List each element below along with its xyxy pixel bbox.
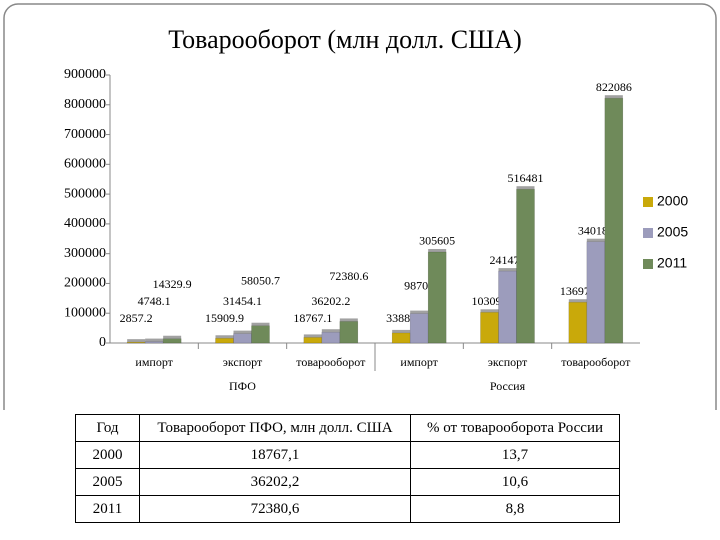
bar <box>162 338 182 344</box>
x-tick-label: импорт <box>400 355 438 369</box>
y-tick-label: 500000 <box>64 186 106 201</box>
bar <box>233 333 252 344</box>
bar <box>339 321 359 344</box>
bar-top <box>303 334 322 338</box>
group-label: ПФО <box>229 379 256 393</box>
legend-swatch <box>643 197 653 207</box>
bar <box>144 341 164 344</box>
bar <box>604 97 624 344</box>
bar <box>568 301 588 344</box>
bar <box>409 313 429 344</box>
bar <box>303 337 323 344</box>
data-label: 14329.9 <box>153 277 192 291</box>
data-table: Год Товарооборот ПФО, млн долл. США% от т… <box>75 414 620 523</box>
y-tick-label: 100000 <box>64 305 106 320</box>
table-cell: 18767,1 <box>139 441 411 469</box>
y-tick-label: 700000 <box>64 127 106 142</box>
y-tick-label: 800000 <box>64 97 106 112</box>
legend-label: 2011 <box>657 255 687 271</box>
table-cell: 2000 <box>75 441 140 469</box>
bar <box>321 331 341 344</box>
bar <box>480 312 499 344</box>
bar-top <box>321 329 340 333</box>
x-tick-label: экспорт <box>223 355 263 369</box>
table-row: 2000 18767,1 13,7 <box>75 441 620 469</box>
bar-top <box>215 335 234 339</box>
y-tick-label: 900000 <box>64 67 106 82</box>
chart-title: Товарооборот (млн долл. США) <box>168 25 522 54</box>
y-tick-label: 300000 <box>64 246 106 261</box>
table-cell: 2011 <box>75 495 140 523</box>
table-cell: Год <box>75 414 140 442</box>
y-tick-label: 200000 <box>64 276 106 291</box>
bar <box>586 241 606 344</box>
legend-label: 2000 <box>657 193 688 209</box>
table-cell: 8,8 <box>410 495 620 523</box>
bar <box>126 341 146 344</box>
bar-top <box>127 339 146 343</box>
table-cell: 13,7 <box>410 441 620 469</box>
bar-top <box>233 330 252 334</box>
bar-top <box>163 335 182 339</box>
table-cell: 72380,6 <box>139 495 411 523</box>
x-tick-label: товарооборот <box>296 355 366 369</box>
data-label: 822086 <box>596 80 632 94</box>
legend-label: 2005 <box>657 224 688 240</box>
data-label: 33880 <box>386 311 416 325</box>
bar <box>516 188 535 344</box>
bar-top <box>339 318 358 322</box>
legend-swatch <box>643 228 653 238</box>
bar-top <box>392 329 411 333</box>
data-label: 4748.1 <box>138 294 171 308</box>
data-label: 18767.1 <box>293 311 332 325</box>
bar-top <box>604 95 623 99</box>
table-cell: 36202,2 <box>139 468 411 496</box>
x-tick-label: товарооборот <box>561 355 631 369</box>
data-label: 98708 <box>404 278 434 292</box>
bar <box>498 270 517 344</box>
y-tick-label: 600000 <box>64 157 106 172</box>
table-row: Год Товарооборот ПФО, млн долл. США% от т… <box>75 414 620 442</box>
bar-top <box>251 322 270 326</box>
table-cell: 10,6 <box>410 468 620 496</box>
table-cell: % от товарооборота России <box>410 414 620 442</box>
table-row: 2011 72380,6 8,8 <box>75 495 620 523</box>
bar-top <box>428 248 447 252</box>
bar-top <box>480 309 499 313</box>
y-tick-label: 0 <box>99 335 106 350</box>
data-label: 2857.2 <box>120 311 153 325</box>
bar-top <box>586 238 605 242</box>
data-label: 31454.1 <box>223 294 262 308</box>
legend-swatch <box>643 259 653 269</box>
bar-top <box>516 186 535 190</box>
data-label: 516481 <box>508 171 544 185</box>
table-row: 2005 36202,2 10,6 <box>75 468 620 496</box>
x-tick-label: экспорт <box>488 355 528 369</box>
data-label: 36202.2 <box>311 294 350 308</box>
x-tick-label: импорт <box>135 355 173 369</box>
bar-top <box>410 310 429 314</box>
bar <box>215 338 234 344</box>
bar <box>391 332 411 344</box>
bar-top <box>145 338 164 342</box>
group-label: Россия <box>490 379 526 393</box>
chart: Товарооборот (млн долл. США) 0 100000 2000… <box>3 3 717 537</box>
table-cell: Товарооборот ПФО, млн долл. США <box>139 414 411 442</box>
data-label: 305605 <box>419 234 455 248</box>
bar-top <box>568 299 587 303</box>
data-label: 72380.6 <box>329 269 368 283</box>
data-label: 58050.7 <box>241 273 280 287</box>
bar <box>251 325 270 344</box>
table-cell: 2005 <box>75 468 140 496</box>
y-tick-label: 400000 <box>64 216 106 231</box>
bar-top <box>498 268 517 272</box>
bar <box>427 251 447 344</box>
data-label: 15909.9 <box>205 311 244 325</box>
